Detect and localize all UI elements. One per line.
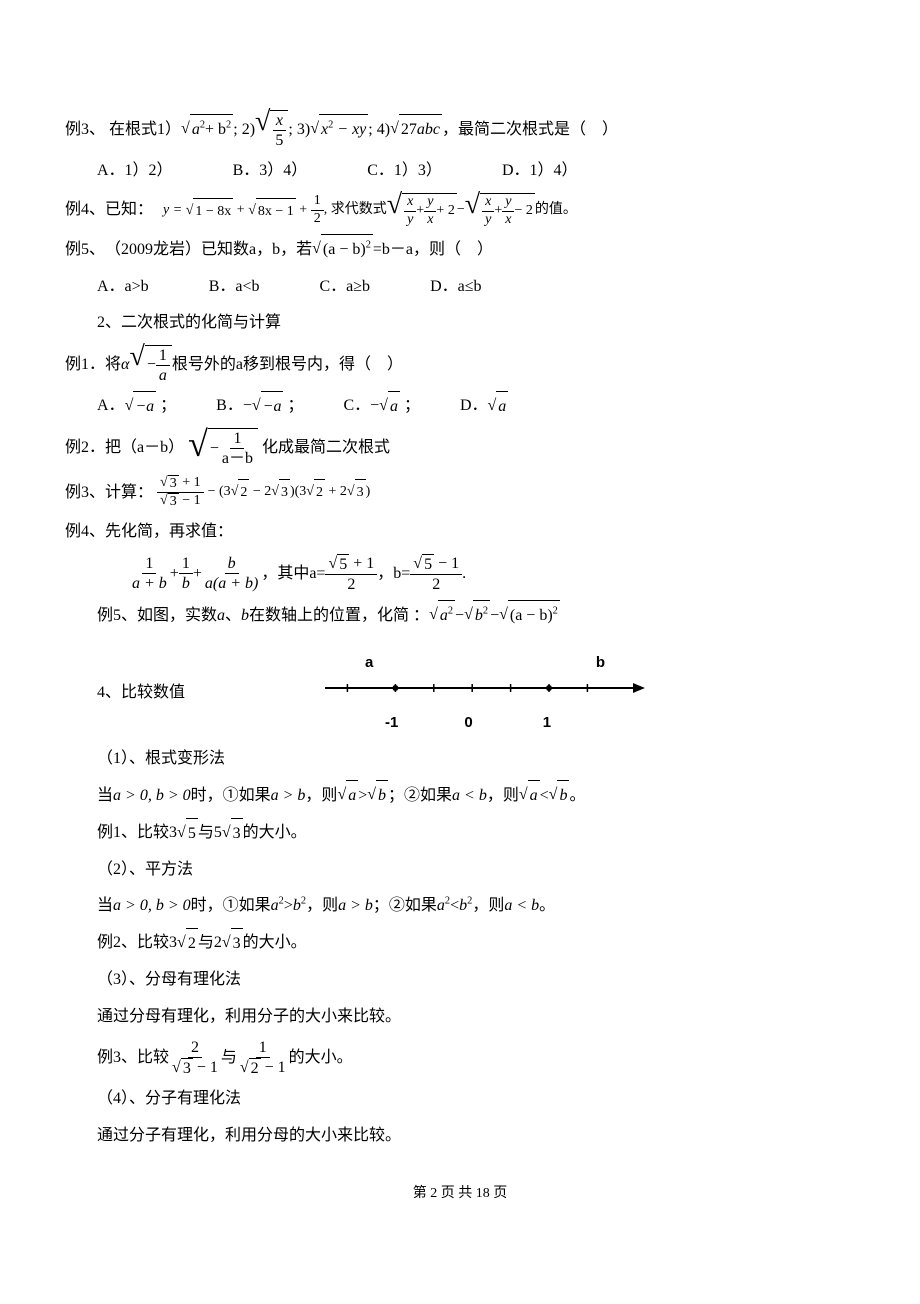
ex5a-opt-c: C．a≥b: [320, 272, 371, 302]
example-3: 例3、 在根式1） √a2+ b2 ; 2) √x5 ; 3) √x2 − xy…: [65, 110, 855, 150]
method-1-line: 当a > 0, b > 0时，①如果a > b，则 √a>√b ；②如果a < …: [97, 780, 855, 811]
page-footer: 第 2 页 共 18 页: [65, 1181, 855, 1208]
ex1b-opt-b: B．−√−a ；: [216, 391, 303, 422]
ex3-opt-a: A．1）2）: [97, 156, 173, 186]
ex4a-expr: y = √1 − 8x + √8x − 1 + 12: [163, 193, 324, 228]
tick-1: 1: [543, 709, 551, 738]
section-2-title: 2、二次根式的化简与计算: [97, 308, 855, 338]
method-4-title: （4）、分子有理化法: [97, 1084, 855, 1114]
ex3-prefix: 在根式1）: [109, 115, 181, 145]
ex1b-label: 例1．: [65, 350, 105, 380]
example-4a: 例4、 已知： y = √1 − 8x + √8x − 1 + 12 , 求代数…: [65, 193, 855, 229]
method-3-desc: 通过分母有理化，利用分子的大小来比较。: [97, 1002, 855, 1032]
ex3-sep2: ; 3): [288, 115, 310, 145]
numberline-label-b: b: [596, 649, 605, 678]
method-4-desc: 通过分子有理化，利用分母的大小来比较。: [97, 1121, 855, 1151]
method-2-line: 当a > 0, b > 0时，①如果 a2>b2 ，则a > b ；②如果 a2…: [97, 891, 855, 921]
ex1b-root: √−1a: [129, 345, 171, 385]
ex3-options: A．1）2） B．3）4） C．1）3） D．1）4）: [97, 156, 855, 186]
method-1-ex: 例1、比较 3√5 与 5√3 的大小。: [97, 818, 855, 849]
ex3-label: 例3、: [65, 115, 105, 145]
example-4b-expr: 1a + b + 1b + ba(a + b) ，其中a= √5 + 12 ，b…: [129, 554, 855, 594]
method-2-ex: 例2、比较 3√2 与 2√3 的大小。: [97, 928, 855, 959]
method-2-title: （2）、平方法: [97, 855, 855, 885]
numberline-row: 4、比较数值 a b -1 0 1: [65, 649, 855, 737]
ex2b-label: 例2．: [65, 433, 105, 463]
ex3-opt-c: C．1）3）: [367, 156, 442, 186]
example-4b-label: 例4、 先化简，再求值：: [65, 517, 855, 547]
ex1b-opt-a: A．√−a ；: [97, 391, 176, 422]
ex5a-label: 例5、: [65, 235, 105, 265]
ex3b-rest: − (3√2 − 2√3)(3√2 + 2√3): [208, 479, 371, 507]
example-5b: 例5、 如图，实数 a 、 b 在数轴上的位置，化简 ： √a2 − √b2 −…: [97, 600, 855, 631]
numberline: a b -1 0 1: [325, 649, 645, 737]
ex4a-bigroot1: √ xy + yx + 2: [387, 193, 457, 229]
ex5a-opt-d: D．a≤b: [430, 272, 481, 302]
ex3-root2: √x5: [255, 110, 288, 150]
ex4a-label: 例4、: [65, 195, 105, 225]
example-3b: 例3、 计算： √3 + 1 √3 − 1 − (3√2 − 2√3)(3√2 …: [65, 475, 855, 512]
ex5a-opt-b: B．a<b: [209, 272, 260, 302]
tick-neg1: -1: [385, 709, 398, 738]
method-3-ex: 例3、比较 2√3 − 1 与 1√2 − 1 的大小。: [97, 1038, 855, 1078]
ex3-opt-b: B．3）4）: [233, 156, 308, 186]
ex5a-options: A．a>b B．a<b C．a≥b D．a≤b: [97, 272, 855, 302]
ex3-root4: √27abc: [390, 114, 442, 145]
ex3b-label: 例3、: [65, 478, 105, 508]
ex3-sep3: ; 4): [368, 115, 390, 145]
numberline-svg: [325, 678, 645, 698]
tick-0: 0: [464, 709, 472, 738]
ex3-sep1: ; 2): [233, 115, 255, 145]
ex4b-label: 例4、: [65, 517, 105, 547]
example-5a: 例5、 （2009龙岩）已知数a，b，若 √(a − b)2 =b－a，则（ ）: [65, 234, 855, 265]
ex3-root3: √x2 − xy: [310, 114, 368, 145]
ex5b-label: 例5、: [97, 601, 137, 631]
ex5a-root: √(a − b)2: [312, 234, 373, 265]
ex1b-options: A．√−a ； B．−√−a ； C．−√a ； D．√a: [97, 391, 855, 422]
ex3-opt-d: D．1）4）: [502, 156, 578, 186]
section-4-title: 4、比较数值: [97, 678, 185, 708]
ex1b-opt-d: D．√a: [460, 391, 508, 422]
ex3b-frac: √3 + 1 √3 − 1: [157, 475, 204, 512]
ex2b-root: √−1a－b: [188, 428, 258, 468]
numberline-label-a: a: [365, 649, 373, 678]
ex1b-opt-c: C．−√a ；: [343, 391, 420, 422]
example-1b: 例1． 将 α √−1a 根号外的a移到根号内，得（ ）: [65, 345, 855, 385]
method-3-title: （3）、分母有理化法: [97, 965, 855, 995]
method-1-title: （1）、根式变形法: [97, 744, 855, 774]
ex4a-bigroot2: √ xy + yx − 2: [465, 193, 535, 229]
ex5a-opt-a: A．a>b: [97, 272, 149, 302]
example-2b: 例2． 把（a－b） √−1a－b 化成最简二次根式: [65, 428, 855, 468]
ex3-after: ，最简二次根式是（ ）: [442, 115, 618, 145]
ex4a-prefix: 已知：: [105, 195, 153, 225]
ex3-root1: √a2+ b2: [181, 114, 233, 145]
